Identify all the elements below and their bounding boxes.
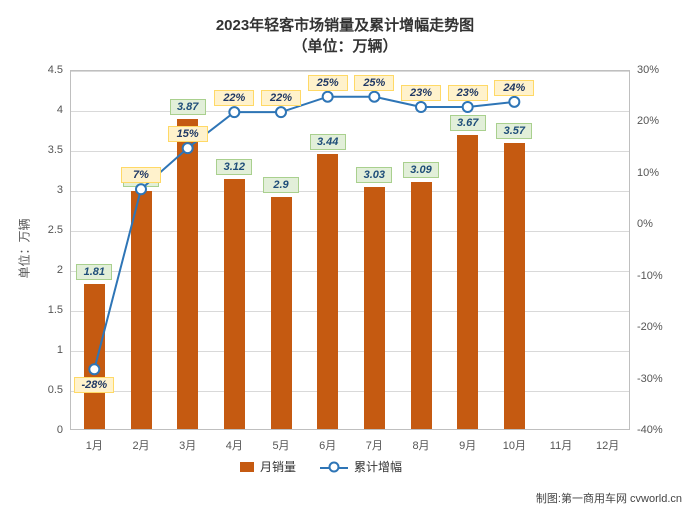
bar xyxy=(84,284,105,429)
grid-line xyxy=(71,391,629,392)
x-tick-label: 12月 xyxy=(594,437,622,453)
chart-title-line2: （单位：万辆） xyxy=(0,35,690,56)
line-value-label: 22% xyxy=(214,90,254,106)
y1-tick-label: 2.5 xyxy=(48,224,63,236)
x-tick-label: 1月 xyxy=(80,437,108,453)
legend-label-bars: 月销量 xyxy=(260,458,296,475)
bar-value-label: 3.87 xyxy=(170,99,206,115)
bar-value-label: 3.03 xyxy=(356,167,392,183)
line-value-label: 25% xyxy=(308,75,348,91)
y1-tick-label: 0 xyxy=(57,424,63,436)
y1-tick-label: 2 xyxy=(57,264,63,276)
chart-container: 2023年轻客市场销量及累计增幅走势图 （单位：万辆） 00.511.522.5… xyxy=(0,0,690,510)
legend-item-line: 累计增幅 xyxy=(320,458,402,475)
x-tick-label: 3月 xyxy=(174,437,202,453)
credit-text: 制图:第一商用车网 cvworld.cn xyxy=(536,490,682,506)
bar xyxy=(457,135,478,429)
bar xyxy=(504,143,525,429)
y2-tick-label: -10% xyxy=(637,270,663,282)
bar-value-label: 2.9 xyxy=(263,177,299,193)
line-swatch-icon xyxy=(320,461,348,473)
y1-tick-label: 4.5 xyxy=(48,64,63,76)
bar xyxy=(364,187,385,429)
bar-value-label: 3.57 xyxy=(496,123,532,139)
bar-swatch-icon xyxy=(240,462,254,472)
grid-line xyxy=(71,231,629,232)
x-tick-label: 10月 xyxy=(500,437,528,453)
x-tick-label: 7月 xyxy=(360,437,388,453)
bar-value-label: 3.09 xyxy=(403,162,439,178)
legend-label-line: 累计增幅 xyxy=(354,458,402,475)
line-value-label: -28% xyxy=(74,377,114,393)
y2-tick-label: -30% xyxy=(637,373,663,385)
chart-title-line1: 2023年轻客市场销量及累计增幅走势图 xyxy=(0,14,690,35)
y2-tick-label: -20% xyxy=(637,321,663,333)
x-tick-label: 8月 xyxy=(407,437,435,453)
bar xyxy=(131,191,152,429)
y2-tick-label: 30% xyxy=(637,64,659,76)
line-value-label: 7% xyxy=(121,167,161,183)
line-value-label: 22% xyxy=(261,90,301,106)
line-value-label: 15% xyxy=(168,126,208,142)
grid-line xyxy=(71,151,629,152)
x-tick-label: 2月 xyxy=(127,437,155,453)
x-tick-label: 5月 xyxy=(267,437,295,453)
legend-item-bars: 月销量 xyxy=(240,458,296,475)
plot-area: 00.511.522.533.544.5-40%-30%-20%-10%0%10… xyxy=(70,70,630,430)
bar-value-label: 3.12 xyxy=(216,159,252,175)
y1-tick-label: 1 xyxy=(57,344,63,356)
y2-tick-label: 10% xyxy=(637,167,659,179)
line-series xyxy=(71,71,631,431)
bar xyxy=(177,119,198,429)
y2-tick-label: 0% xyxy=(637,218,653,230)
bar-value-label: 1.81 xyxy=(76,264,112,280)
grid-line xyxy=(71,351,629,352)
grid-line xyxy=(71,271,629,272)
bar xyxy=(411,182,432,429)
y1-axis-label: 单位：万辆 xyxy=(16,218,33,278)
bar xyxy=(224,179,245,429)
bar-value-label: 3.67 xyxy=(450,115,486,131)
grid-line xyxy=(71,191,629,192)
x-tick-label: 9月 xyxy=(454,437,482,453)
x-tick-label: 4月 xyxy=(220,437,248,453)
y1-tick-label: 3.5 xyxy=(48,144,63,156)
line-value-label: 25% xyxy=(354,75,394,91)
y1-tick-label: 1.5 xyxy=(48,304,63,316)
grid-line xyxy=(71,111,629,112)
grid-line xyxy=(71,311,629,312)
chart-title: 2023年轻客市场销量及累计增幅走势图 （单位：万辆） xyxy=(0,14,690,56)
y2-tick-label: 20% xyxy=(637,115,659,127)
bar xyxy=(271,197,292,429)
x-tick-label: 6月 xyxy=(314,437,342,453)
line-value-label: 23% xyxy=(401,85,441,101)
line-value-label: 23% xyxy=(448,85,488,101)
y1-tick-label: 3 xyxy=(57,184,63,196)
line-value-label: 24% xyxy=(494,80,534,96)
bar xyxy=(317,154,338,429)
x-tick-label: 11月 xyxy=(547,437,575,453)
y1-tick-label: 0.5 xyxy=(48,384,63,396)
y1-tick-label: 4 xyxy=(57,104,63,116)
legend: 月销量 累计增幅 xyxy=(240,458,402,475)
grid-line xyxy=(71,71,629,72)
bar-value-label: 3.44 xyxy=(310,134,346,150)
y2-tick-label: -40% xyxy=(637,424,663,436)
